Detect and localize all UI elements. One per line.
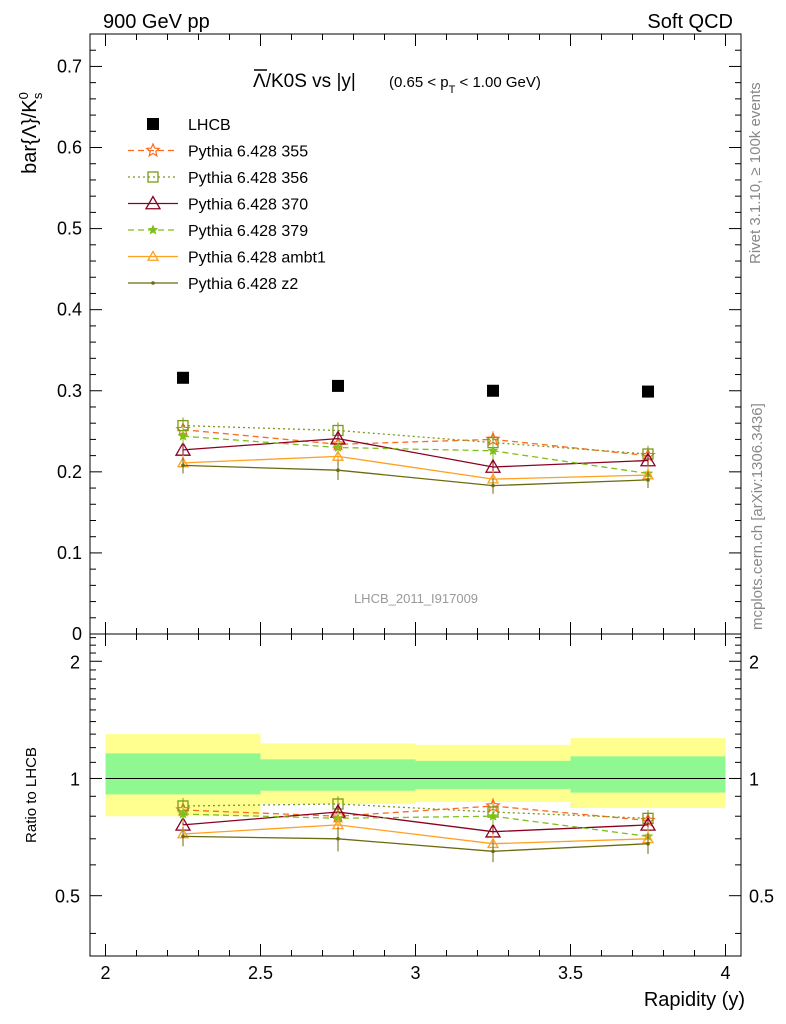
legend-marker-p370 xyxy=(144,195,162,210)
title-main: Λ/K0S vs |y| xyxy=(253,71,356,92)
legend-label-ambt1: Pythia 6.428 ambt1 xyxy=(188,250,326,267)
main-y-tick-label: 0.1 xyxy=(57,543,82,563)
ratio-y-tick-label-right: 1 xyxy=(749,769,759,789)
header-left: 900 GeV pp xyxy=(103,11,210,33)
main-y-axis-label: bar{Λ}/K0s xyxy=(16,92,45,174)
main-lhcb-point xyxy=(177,371,189,384)
legend-marker-p356 xyxy=(147,171,159,183)
x-tick-label: 4 xyxy=(720,963,730,983)
x-axis-label: Rapidity (y) xyxy=(644,989,745,1011)
legend-label-p370: Pythia 6.428 370 xyxy=(188,197,308,214)
main-point-p379 xyxy=(487,445,499,456)
ratio-point-p379 xyxy=(487,810,499,821)
ratio-point-z2 xyxy=(646,841,650,846)
main-line-z2 xyxy=(182,464,649,487)
ratio-panel: 2 2.5 3 3.5 4 0.5 0.5 1 1 2 2 xyxy=(55,633,774,983)
main-y-tick-label: 0.2 xyxy=(57,462,82,482)
legend-label-lhcb: LHCB xyxy=(188,117,231,134)
main-y-tick-label: 0.3 xyxy=(57,381,82,401)
legend-label-p356: Pythia 6.428 356 xyxy=(188,170,308,187)
ratio-y-tick-label-right: 2 xyxy=(749,652,759,672)
rivet-label: Rivet 3.1.10, ≥ 100k events xyxy=(747,82,764,264)
legend-marker-ambt1 xyxy=(146,250,160,261)
x-tick-label: 3 xyxy=(410,963,420,983)
ratio-y-tick-label-right: 0.5 xyxy=(749,887,774,907)
x-tick-label: 3.5 xyxy=(558,963,583,983)
ratio-point-z2 xyxy=(491,849,495,854)
ratio-line-p355 xyxy=(182,805,649,822)
main-point-z2 xyxy=(181,463,185,468)
main-line-p355 xyxy=(182,429,649,457)
legend-label-p355: Pythia 6.428 355 xyxy=(188,144,308,161)
ratio-band-inner xyxy=(105,753,261,795)
ratio-y-tick-label: 1 xyxy=(70,769,80,789)
legend-marker-p379 xyxy=(147,224,159,235)
legend-label-z2: Pythia 6.428 z2 xyxy=(188,276,298,293)
chart-title: Λ/K0S vs |y| (0.65 < pT < 1.00 GeV) xyxy=(253,69,541,96)
ratio-line-z2 xyxy=(182,835,649,852)
main-point-z2 xyxy=(491,483,495,488)
main-point-z2 xyxy=(336,468,340,473)
title-lambda-bar: Λ xyxy=(253,71,266,92)
main-point-p379 xyxy=(177,430,189,441)
ratio-band-inner xyxy=(260,759,416,791)
main-line-ambt1 xyxy=(182,455,649,480)
ratio-y-tick-label: 2 xyxy=(70,652,80,672)
x-tick-label: 2.5 xyxy=(248,963,273,983)
ratio-point-z2 xyxy=(336,836,340,841)
main-point-ambt1 xyxy=(331,450,345,461)
x-tick-label: 2 xyxy=(100,963,110,983)
ratio-band-inner xyxy=(570,756,726,793)
legend: LHCB Pythia 6.428 355 Pythia 6.428 356 Pyth… xyxy=(128,117,326,293)
mcplots-label: mcplots.cern.ch [arXiv:1306.3436] xyxy=(749,403,766,630)
main-point-z2 xyxy=(646,478,650,482)
main-y-tick-label: 0.6 xyxy=(57,138,82,158)
legend-label-p379: Pythia 6.428 379 xyxy=(188,223,308,240)
main-y-tick-label: 0.4 xyxy=(57,300,82,320)
main-y-tick-label: 0 xyxy=(72,624,82,644)
main-line-p370 xyxy=(182,437,649,468)
legend-marker-p355 xyxy=(145,142,161,158)
header-right: Soft QCD xyxy=(647,11,733,33)
ratio-y-axis-label: Ratio to LHCB xyxy=(23,747,40,843)
ratio-line-p379 xyxy=(182,813,649,838)
main-line-p379 xyxy=(182,435,649,475)
main-panel: 0 0.1 0.2 0.3 0.4 0.5 0.6 0.7 xyxy=(57,33,742,644)
title-cut: (0.65 < pT < 1.00 GeV) xyxy=(389,74,541,96)
legend-marker-lhcb xyxy=(147,118,159,130)
main-y-tick-label: 0.5 xyxy=(57,219,82,239)
ratio-y-tick-label: 0.5 xyxy=(55,887,80,907)
ratio-point-z2 xyxy=(181,834,185,839)
legend-marker-z2 xyxy=(151,281,155,285)
svg-text:bar{Λ}/K0s: bar{Λ}/K0s xyxy=(16,92,45,174)
analysis-id: LHCB_2011_I917009 xyxy=(354,591,478,606)
main-lhcb-point xyxy=(487,384,499,397)
ratio-point-p379 xyxy=(177,808,189,819)
ratio-line-p370 xyxy=(182,811,649,833)
main-lhcb-point xyxy=(642,385,654,398)
main-lhcb-point xyxy=(332,379,344,392)
ratio-line-ambt1 xyxy=(182,824,649,845)
main-y-tick-label: 0.7 xyxy=(57,56,82,76)
ratio-band-inner xyxy=(415,760,571,789)
